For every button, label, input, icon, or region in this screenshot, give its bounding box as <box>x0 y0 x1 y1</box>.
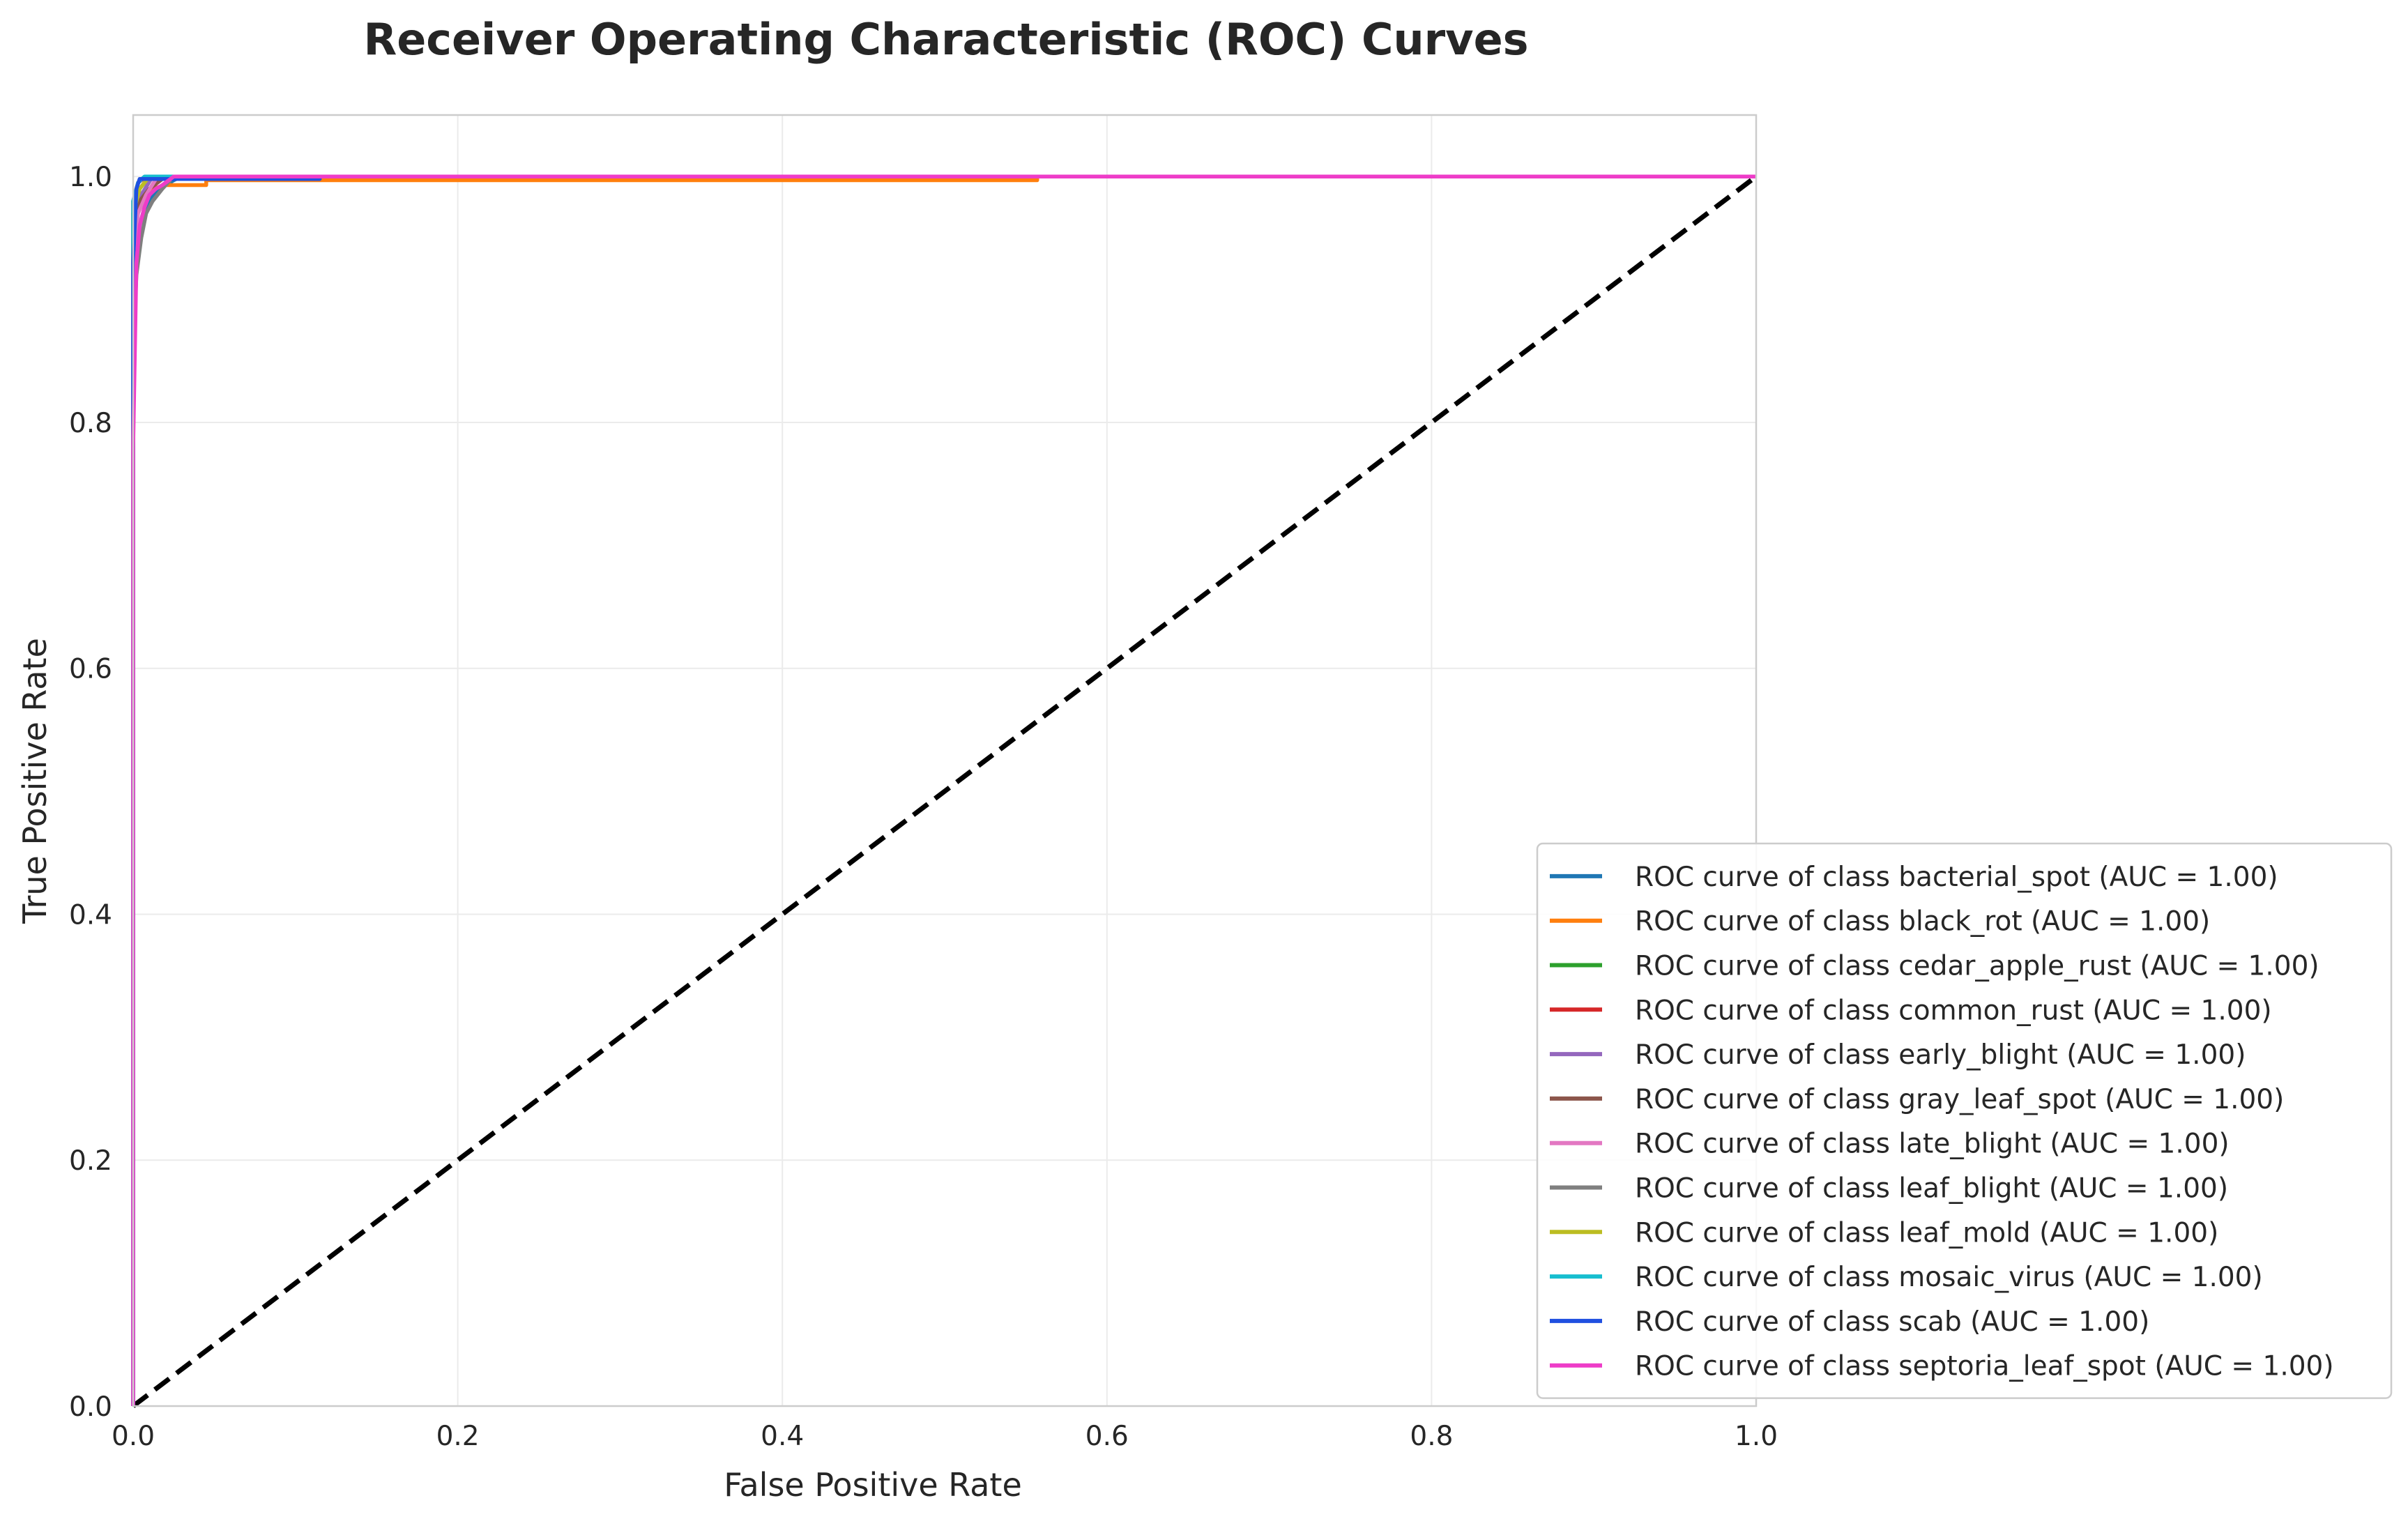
legend-box <box>1536 842 2393 1399</box>
legend-label: ROC curve of class leaf_mold (AUC = 1.00… <box>1635 1217 2218 1249</box>
x-tick-label: 0.6 <box>1085 1421 1129 1452</box>
legend-label: ROC curve of class scab (AUC = 1.00) <box>1635 1306 2149 1338</box>
legend-label: ROC curve of class leaf_blight (AUC = 1.… <box>1635 1173 2228 1205</box>
y-tick-label: 0.8 <box>69 408 112 439</box>
x-tick-label: 0.4 <box>761 1421 804 1452</box>
reference-line-layer <box>131 174 1758 1408</box>
x-axis-label: False Positive Rate <box>724 1466 1022 1504</box>
legend-label: ROC curve of class late_blight (AUC = 1.… <box>1635 1129 2230 1160</box>
diagonal-reference-line <box>131 174 1758 1408</box>
y-tick-labels: 0.0 0.2 0.4 0.6 0.8 1.0 <box>69 162 112 1423</box>
grid <box>132 115 1757 1407</box>
legend-label: ROC curve of class early_blight (AUC = 1… <box>1635 1039 2246 1071</box>
x-tick-labels: 0.0 0.2 0.4 0.6 0.8 1.0 <box>112 1421 1778 1452</box>
y-tick-label: 0.6 <box>69 654 112 685</box>
y-tick-label: 0.0 <box>69 1391 112 1423</box>
legend-label: ROC curve of class common_rust (AUC = 1.… <box>1635 995 2272 1026</box>
legend-label: ROC curve of class cedar_apple_rust (AUC… <box>1635 951 2319 982</box>
legend-label: ROC curve of class gray_leaf_spot (AUC =… <box>1635 1084 2284 1115</box>
legend-label: ROC curve of class septoria_leaf_spot (A… <box>1635 1351 2334 1382</box>
legend-label: ROC curve of class bacterial_spot (AUC =… <box>1635 862 2278 893</box>
x-tick-label: 0.8 <box>1410 1421 1453 1452</box>
chart-title: Receiver Operating Characteristic (ROC) … <box>363 14 1528 65</box>
plot-frame <box>132 114 1758 1407</box>
y-tick-label: 0.4 <box>69 899 112 931</box>
roc-series-line <box>131 174 1756 1406</box>
x-tick-label: 0.2 <box>436 1421 480 1452</box>
y-axis-label: True Positive Rate <box>16 638 54 924</box>
y-tick-label: 1.0 <box>69 162 112 193</box>
y-tick-label: 0.2 <box>69 1145 112 1177</box>
legend: ROC curve of class bacterial_spot (AUC =… <box>1536 842 2393 1399</box>
x-tick-label: 0.0 <box>112 1421 155 1452</box>
x-tick-label: 1.0 <box>1735 1421 1778 1452</box>
legend-label: ROC curve of class mosaic_virus (AUC = 1… <box>1635 1262 2263 1293</box>
legend-label: ROC curve of class black_rot (AUC = 1.00… <box>1635 906 2210 938</box>
